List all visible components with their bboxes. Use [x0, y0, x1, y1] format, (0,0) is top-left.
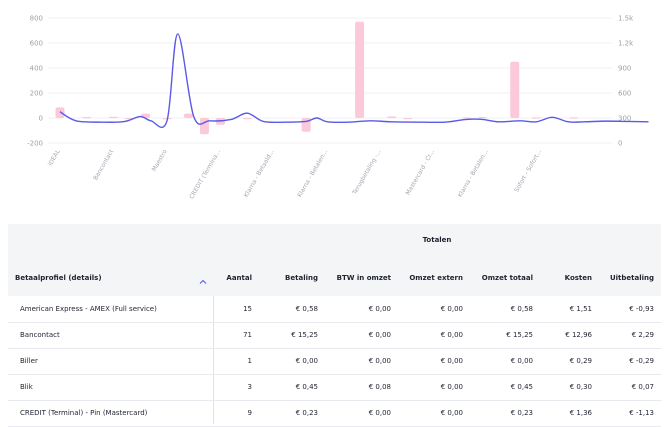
bar: [510, 61, 520, 118]
right-axis-tick: 1.2k: [618, 40, 634, 48]
column-divider: [213, 296, 214, 424]
category-label: Sofort - Sofort...: [513, 148, 543, 193]
cell-btw: € 0,00: [368, 305, 391, 313]
category-label: Terugbetaling -...: [351, 148, 383, 196]
cell-uitbetaling: € -0,93: [629, 305, 654, 313]
left-axis-tick: 200: [30, 90, 43, 98]
cell-aantal: 71: [243, 331, 252, 339]
table-row[interactable]: Blik 3 € 0,45 € 0,08 € 0,00 € 0,45 € 0,3…: [8, 374, 661, 401]
table-header: Totalen Betaalprofiel (details) Aantal B…: [8, 224, 661, 296]
cell-extern: € 0,00: [440, 331, 463, 339]
cell-aantal: 1: [247, 357, 252, 365]
bar: [569, 117, 579, 119]
left-axis-tick: 600: [30, 40, 43, 48]
cell-totaal: € 0,45: [510, 383, 533, 391]
cell-betaling: € 0,23: [295, 409, 318, 417]
cell-betaling: € 15,25: [291, 331, 318, 339]
bar: [183, 113, 193, 118]
cell-profile: American Express - AMEX (Full service): [20, 305, 157, 313]
right-axis-tick: 900: [618, 65, 631, 73]
bar: [242, 118, 252, 120]
group-header-totalen: Totalen: [422, 236, 452, 244]
bar: [462, 117, 472, 119]
cell-btw: € 0,08: [368, 383, 391, 391]
table-row[interactable]: Bancontact 71 € 15,25 € 0,00 € 0,00 € 15…: [8, 322, 661, 349]
col-omzet-totaal[interactable]: Omzet totaal: [481, 274, 533, 282]
cell-aantal: 3: [247, 383, 252, 391]
category-label: CREDIT (Termina...: [188, 148, 222, 200]
table-row[interactable]: American Express - AMEX (Full service) 1…: [8, 296, 661, 323]
col-aantal[interactable]: Aantal: [226, 274, 252, 282]
bar: [387, 116, 397, 118]
cell-aantal: 15: [243, 305, 252, 313]
cell-btw: € 0,00: [368, 357, 391, 365]
cell-btw: € 0,00: [368, 331, 391, 339]
left-axis-tick: 800: [30, 15, 43, 23]
right-axis-tick: 0: [618, 140, 622, 148]
combo-chart: 800 600 400 200 0 -200 1.5k 1.2k 900 600 300 0 iDEA…: [27, 15, 649, 200]
col-kosten[interactable]: Kosten: [564, 274, 592, 282]
cell-uitbetaling: € -0,29: [629, 357, 654, 365]
category-label: Maestro: [151, 148, 169, 173]
bar: [109, 116, 118, 118]
category-label: Mastercard - Cr...: [405, 148, 437, 196]
cell-profile: Biller: [20, 357, 38, 365]
category-label: Bancontact: [92, 148, 115, 182]
cell-uitbetaling: € -1,13: [629, 409, 654, 417]
chevron-up-icon[interactable]: [198, 272, 208, 284]
series-line: [59, 33, 649, 129]
left-axis-tick: 400: [30, 65, 43, 73]
bar: [478, 117, 488, 119]
bar: [82, 117, 92, 119]
col-omzet-extern[interactable]: Omzet extern: [409, 274, 463, 282]
cell-betaling: € 0,00: [295, 357, 318, 365]
cell-uitbetaling: € 0,07: [631, 383, 654, 391]
cell-extern: € 0,00: [440, 357, 463, 365]
cell-aantal: 9: [247, 409, 252, 417]
cell-extern: € 0,00: [440, 305, 463, 313]
category-label: iDEAL: [47, 148, 62, 167]
cell-totaal: € 0,23: [510, 409, 533, 417]
cell-btw: € 0,00: [368, 409, 391, 417]
bar: [531, 117, 541, 119]
table-row[interactable]: CREDIT (Terminal) - Pin (Mastercard) 9 €…: [8, 400, 661, 427]
cell-totaal: € 0,58: [510, 305, 533, 313]
cell-extern: € 0,00: [440, 409, 463, 417]
cell-kosten: € 12,96: [565, 331, 592, 339]
cell-extern: € 0,00: [440, 383, 463, 391]
table-row[interactable]: Biller 1 € 0,00 € 0,00 € 0,00 € 0,00 € 0…: [8, 348, 661, 375]
right-axis-tick: 300: [618, 115, 631, 123]
cell-profile: Blik: [20, 383, 33, 391]
category-label: Klarna - Betalen...: [457, 148, 490, 198]
cell-totaal: € 15,25: [506, 331, 533, 339]
left-axis-tick: -200: [27, 140, 43, 148]
right-axis-tick: 1.5k: [618, 15, 634, 23]
cell-kosten: € 0,29: [569, 357, 592, 365]
cell-profile: Bancontact: [20, 331, 60, 339]
category-label: Klarna - Betaald...: [243, 148, 276, 198]
bar: [355, 21, 365, 118]
cell-totaal: € 0,00: [510, 357, 533, 365]
col-btw-in-omzet[interactable]: BTW in omzet: [336, 274, 391, 282]
cell-kosten: € 0,30: [569, 383, 592, 391]
col-uitbetaling[interactable]: Uitbetaling: [609, 274, 654, 282]
bar: [55, 107, 65, 118]
cell-uitbetaling: € 2,29: [631, 331, 654, 339]
bar: [403, 118, 413, 120]
totals-table: Totalen Betaalprofiel (details) Aantal B…: [8, 224, 661, 427]
col-betaalprofiel[interactable]: Betaalprofiel (details): [15, 274, 102, 282]
category-label: Klarna - Betalen...: [296, 148, 329, 198]
right-axis-tick: 600: [618, 90, 631, 98]
left-axis-tick: 0: [39, 115, 43, 123]
col-betaling[interactable]: Betaling: [285, 274, 318, 282]
cell-betaling: € 0,45: [295, 383, 318, 391]
cell-kosten: € 1,51: [569, 305, 592, 313]
cell-profile: CREDIT (Terminal) - Pin (Mastercard): [20, 409, 148, 417]
cell-kosten: € 1,36: [569, 409, 592, 417]
cell-betaling: € 0,58: [295, 305, 318, 313]
